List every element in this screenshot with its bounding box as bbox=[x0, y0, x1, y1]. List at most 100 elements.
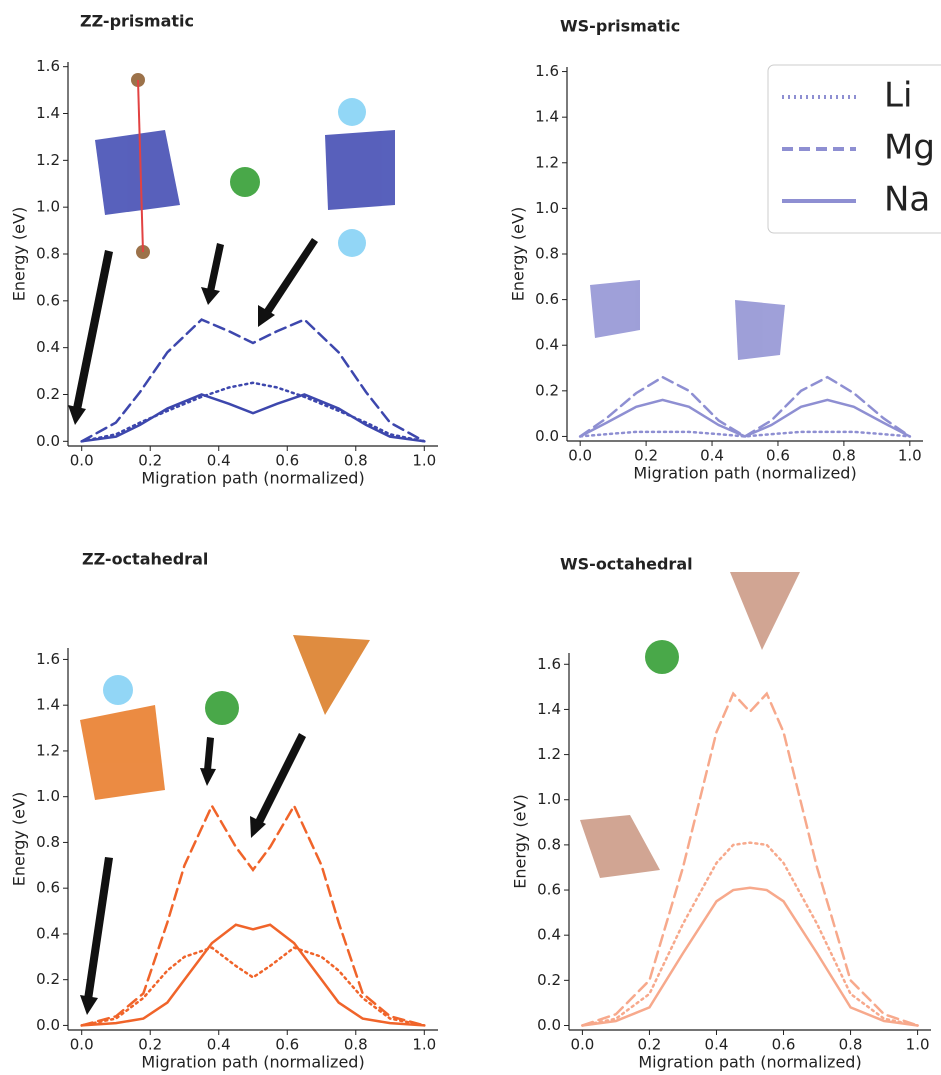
x-tick-label: 0.6 bbox=[766, 447, 790, 465]
line-series bbox=[80, 946, 426, 1027]
x-tick-label: 0.8 bbox=[344, 452, 368, 470]
line-series bbox=[578, 398, 912, 438]
atom bbox=[338, 229, 366, 257]
y-tick-label: 0.6 bbox=[36, 291, 60, 309]
y-tick-label: 1.6 bbox=[36, 650, 60, 668]
y-tick-label: 0.4 bbox=[36, 924, 60, 942]
x-tick-label: 0.0 bbox=[70, 452, 94, 470]
y-tick-label: 1.2 bbox=[535, 153, 559, 171]
y-tick-label: 0.2 bbox=[36, 970, 60, 988]
polyhedron bbox=[580, 815, 660, 878]
x-axis-label: Migration path (normalized) bbox=[638, 1053, 861, 1072]
polyhedron bbox=[80, 705, 165, 800]
atom bbox=[338, 98, 366, 126]
x-tick-label: 0.2 bbox=[138, 452, 162, 470]
x-tick-label: 0.4 bbox=[705, 1036, 729, 1054]
y-axis-label: Energy (eV) bbox=[10, 207, 29, 301]
y-tick-label: 0.8 bbox=[535, 245, 559, 263]
y-tick-label: 0.8 bbox=[36, 245, 60, 263]
x-tick-label: 0.6 bbox=[275, 1036, 299, 1054]
x-tick-label: 0.8 bbox=[832, 447, 856, 465]
chart-title: ZZ-prismatic bbox=[80, 12, 194, 31]
y-tick-label: 0.2 bbox=[535, 381, 559, 399]
y-tick-label: 1.6 bbox=[535, 62, 559, 80]
arrow-head bbox=[80, 995, 98, 1015]
line-series bbox=[80, 803, 426, 1027]
line-series bbox=[80, 393, 426, 443]
y-tick-label: 1.4 bbox=[36, 104, 60, 122]
y-tick-label: 0.8 bbox=[36, 833, 60, 851]
x-tick-label: 0.4 bbox=[700, 447, 724, 465]
x-tick-label: 0.4 bbox=[207, 1036, 231, 1054]
y-tick-label: 1.4 bbox=[36, 696, 60, 714]
x-axis-label: Migration path (normalized) bbox=[633, 464, 856, 483]
arrow bbox=[207, 243, 224, 292]
x-tick-label: 1.0 bbox=[412, 452, 436, 470]
legend-label: Na bbox=[884, 180, 930, 220]
y-tick-label: 1.4 bbox=[537, 700, 561, 718]
atom bbox=[205, 691, 239, 725]
line-series bbox=[80, 923, 426, 1027]
y-tick-label: 0.8 bbox=[537, 835, 561, 853]
chart-title: WS-prismatic bbox=[560, 17, 680, 36]
line-series bbox=[581, 886, 919, 1027]
y-tick-label: 0.0 bbox=[36, 1016, 60, 1034]
y-tick-label: 0.0 bbox=[36, 432, 60, 450]
y-axis-label: Energy (eV) bbox=[511, 794, 530, 888]
x-tick-label: 0.0 bbox=[570, 1036, 594, 1054]
bond bbox=[137, 79, 144, 253]
polyhedron bbox=[730, 572, 800, 650]
x-tick-label: 0.0 bbox=[70, 1036, 94, 1054]
y-tick-label: 0.6 bbox=[535, 290, 559, 308]
line-series bbox=[581, 841, 919, 1027]
y-tick-label: 1.2 bbox=[36, 741, 60, 759]
y-tick-label: 0.0 bbox=[537, 1016, 561, 1034]
y-tick-label: 0.4 bbox=[535, 336, 559, 354]
polyhedron bbox=[590, 280, 640, 338]
y-tick-label: 1.4 bbox=[535, 108, 559, 126]
polyhedron bbox=[293, 635, 370, 715]
y-tick-label: 1.0 bbox=[535, 199, 559, 217]
x-tick-label: 0.6 bbox=[772, 1036, 796, 1054]
arrow bbox=[72, 250, 113, 415]
line-series bbox=[581, 691, 919, 1027]
y-tick-label: 1.6 bbox=[36, 57, 60, 75]
line-series bbox=[80, 318, 426, 443]
decorations bbox=[68, 238, 318, 1015]
x-axis-label: Migration path (normalized) bbox=[141, 469, 364, 488]
y-tick-label: 1.6 bbox=[537, 655, 561, 673]
chart-title: WS-octahedral bbox=[560, 555, 693, 574]
x-tick-label: 1.0 bbox=[906, 1036, 930, 1054]
x-tick-label: 1.0 bbox=[898, 447, 922, 465]
x-tick-label: 0.2 bbox=[634, 447, 658, 465]
arrow bbox=[84, 857, 113, 1000]
y-tick-label: 0.4 bbox=[537, 926, 561, 944]
y-tick-label: 0.6 bbox=[537, 881, 561, 899]
y-tick-label: 0.2 bbox=[537, 971, 561, 989]
x-tick-label: 0.8 bbox=[344, 1036, 368, 1054]
x-tick-label: 0.8 bbox=[839, 1036, 863, 1054]
y-tick-label: 1.0 bbox=[36, 787, 60, 805]
polyhedron bbox=[95, 130, 180, 215]
arrow bbox=[204, 737, 214, 770]
chart-title: ZZ-octahedral bbox=[82, 550, 208, 569]
line-series bbox=[578, 375, 912, 438]
legend-label: Mg bbox=[884, 128, 935, 168]
line-series bbox=[80, 381, 426, 443]
arrow-head bbox=[200, 768, 216, 786]
arrow-head bbox=[258, 305, 275, 327]
arrow-head bbox=[68, 405, 86, 425]
x-tick-label: 0.2 bbox=[138, 1036, 162, 1054]
structure-icons bbox=[80, 73, 800, 878]
legend-label: Li bbox=[884, 76, 912, 116]
arrow bbox=[255, 733, 306, 825]
x-axis-label: Migration path (normalized) bbox=[141, 1053, 364, 1072]
y-tick-label: 1.0 bbox=[537, 790, 561, 808]
x-tick-label: 1.0 bbox=[412, 1036, 436, 1054]
x-tick-label: 0.6 bbox=[275, 452, 299, 470]
y-tick-label: 1.0 bbox=[36, 198, 60, 216]
polyhedron bbox=[325, 130, 395, 210]
atom bbox=[230, 167, 260, 197]
arrow-head bbox=[250, 816, 266, 838]
